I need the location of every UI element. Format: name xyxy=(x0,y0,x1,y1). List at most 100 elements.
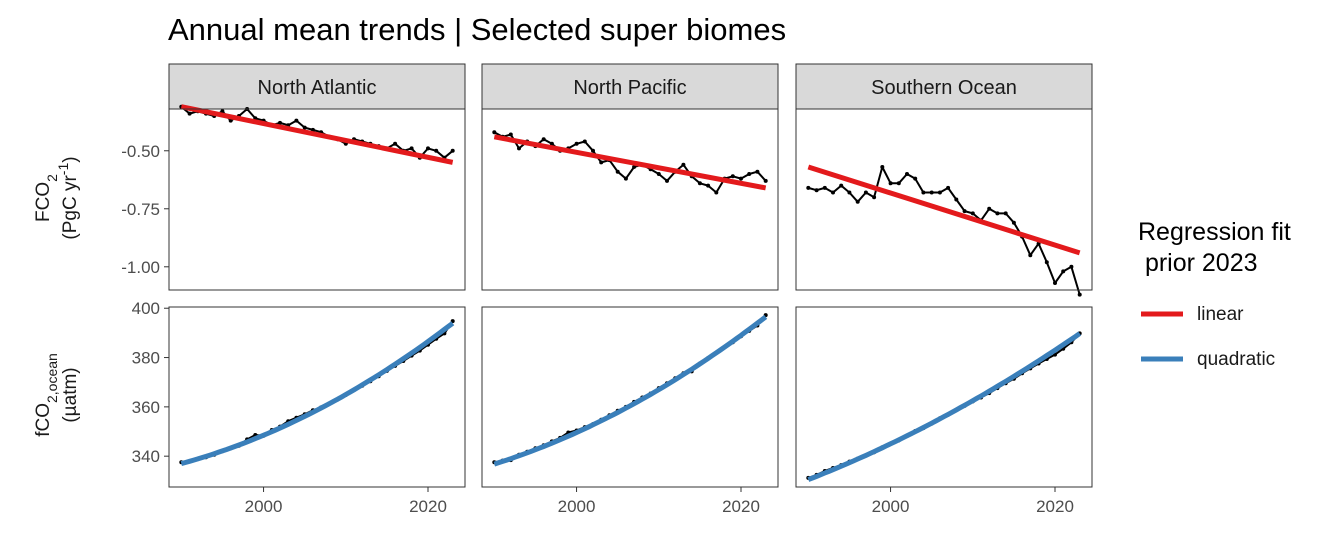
row-label-fco2ocean-unit: (µatm) xyxy=(60,367,81,422)
y-tick-label: -1.00 xyxy=(121,258,160,277)
facet-strip-label: North Pacific xyxy=(573,77,686,99)
observed-point xyxy=(582,139,587,144)
observed-point xyxy=(492,130,497,135)
x-axes: 2000 2020 2000 2020 2000 2020 xyxy=(245,487,1074,516)
observed-point xyxy=(409,146,414,151)
observed-point xyxy=(393,141,398,146)
observed-point xyxy=(541,137,546,142)
observed-point xyxy=(929,190,934,195)
observed-point xyxy=(839,183,844,188)
y-axes: -0.50 -0.75 -1.00 340 360 380 400 xyxy=(121,142,169,466)
observed-point xyxy=(896,181,901,186)
observed-point xyxy=(921,190,926,195)
observed-point xyxy=(591,148,595,153)
observed-point xyxy=(730,174,735,179)
panel-southern-ocean-row1 xyxy=(795,306,1093,488)
row-label-fco2-main: FCO xyxy=(33,182,54,222)
observed-point xyxy=(855,199,860,204)
observed-point xyxy=(987,206,992,211)
observed-point xyxy=(1003,211,1008,216)
panel-north-atlantic-row0 xyxy=(168,104,466,291)
observed-point xyxy=(888,181,893,186)
observed-point xyxy=(1011,220,1016,225)
legend-label-linear: linear xyxy=(1197,304,1244,325)
observed-point xyxy=(880,165,885,169)
observed-point xyxy=(822,185,827,190)
y-tick-label: 340 xyxy=(132,447,160,466)
observed-point xyxy=(508,132,513,137)
observed-point xyxy=(814,188,819,193)
svg-text:(PgC yr-1): (PgC yr-1) xyxy=(55,156,81,239)
observed-point xyxy=(847,190,852,195)
facet-strip-north-pacific xyxy=(481,63,779,110)
observed-point xyxy=(517,146,521,151)
observed-point xyxy=(937,190,942,195)
observed-point xyxy=(954,197,959,202)
observed-point xyxy=(905,172,909,176)
observed-point xyxy=(872,195,877,200)
y-tick-label: -0.75 xyxy=(121,200,160,219)
observed-point xyxy=(1069,264,1074,269)
x-tick-label: 2000 xyxy=(872,497,910,516)
observed-point xyxy=(806,185,811,190)
panel-north-pacific-row0 xyxy=(481,108,779,291)
legend-title-line1: Regression fit xyxy=(1138,218,1291,246)
panel-background xyxy=(482,307,778,487)
observed-point xyxy=(632,165,637,169)
observed-point xyxy=(681,162,686,167)
observed-point xyxy=(831,190,835,195)
quadratic-fit-line xyxy=(180,321,455,467)
row-label-fco2ocean-sub: 2,ocean xyxy=(44,353,60,403)
panel-background xyxy=(796,307,1092,487)
x-tick-label: 2020 xyxy=(1036,497,1074,516)
observed-point xyxy=(763,178,768,183)
panel-background xyxy=(796,109,1092,290)
observed-point xyxy=(863,190,868,195)
observed-point xyxy=(294,118,299,123)
panel-border xyxy=(795,306,1093,488)
svg-text:fCO2,ocean: fCO2,ocean xyxy=(33,353,60,437)
y-tick-label: 380 xyxy=(132,349,160,368)
observed-point xyxy=(665,178,669,183)
observed-point xyxy=(1077,292,1082,297)
observed-point xyxy=(302,125,307,130)
observed-line xyxy=(493,131,767,194)
row-label-fco2-ocean: fCO2,ocean (µatm) xyxy=(33,353,81,437)
observed-point xyxy=(1053,281,1057,285)
chart-title: Annual mean trends | Selected super biom… xyxy=(168,12,786,47)
observed-point xyxy=(187,111,192,116)
observed-point xyxy=(913,176,918,181)
observed-point xyxy=(549,141,554,146)
panel-border xyxy=(795,108,1093,291)
observed-point xyxy=(434,148,439,153)
facet-strip-label: North Atlantic xyxy=(258,77,377,99)
observed-point xyxy=(278,120,282,125)
observed-point xyxy=(1028,253,1033,258)
legend-title-line2: prior 2023 xyxy=(1138,249,1258,277)
observed-point xyxy=(656,172,661,176)
row-label-fco2-unit-sup: -1 xyxy=(55,163,71,176)
x-tick-label: 2020 xyxy=(722,497,760,516)
y-tick-label: 400 xyxy=(132,299,160,318)
observed-point xyxy=(946,185,951,190)
observed-point xyxy=(1061,269,1066,274)
observed-point xyxy=(714,190,719,195)
linear-fit-line xyxy=(493,134,767,191)
observed-point xyxy=(995,211,1000,216)
observed-point xyxy=(228,118,233,123)
observed-point xyxy=(739,176,743,181)
panel-border xyxy=(168,108,466,291)
linear-fit-line xyxy=(180,104,454,165)
observed-line xyxy=(808,166,1081,295)
panel-southern-ocean-row0 xyxy=(795,108,1093,297)
row-label-fco2ocean-main: fCO xyxy=(33,403,54,437)
observed-point xyxy=(706,183,711,188)
observed-point xyxy=(615,169,620,174)
observed-point xyxy=(426,146,430,151)
legend-label-quadratic: quadratic xyxy=(1197,349,1275,370)
observed-point xyxy=(1044,260,1049,265)
row-label-fco2-unit-post: ) xyxy=(60,156,81,162)
facet-strip-north-atlantic xyxy=(168,63,466,110)
observed-point xyxy=(599,160,604,165)
panel-north-pacific-row1 xyxy=(481,306,779,488)
